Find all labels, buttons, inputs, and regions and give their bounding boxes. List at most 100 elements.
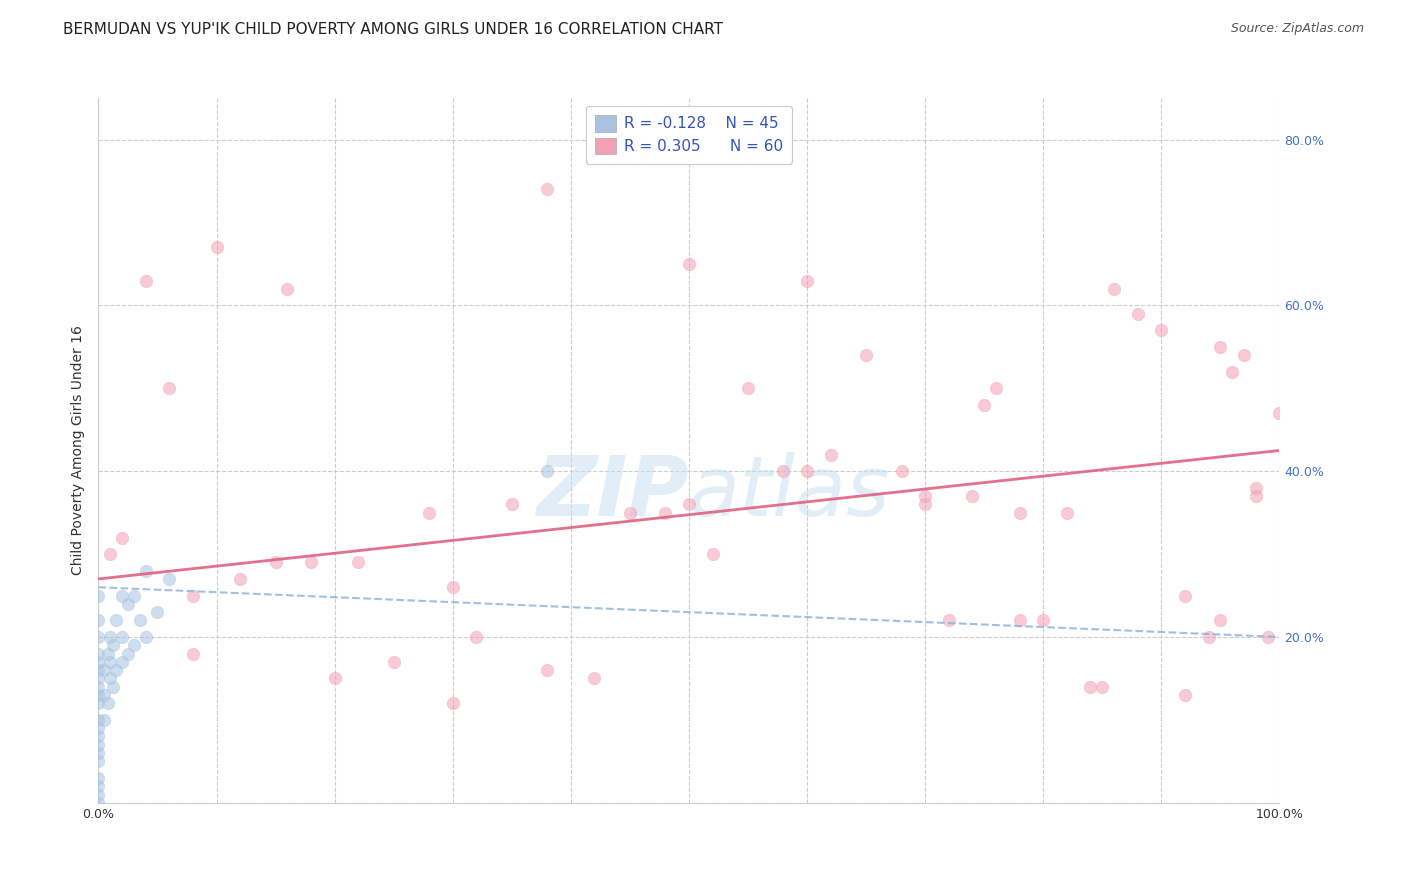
Point [87,614,110,628]
Point [855,348,877,362]
Point [87,663,110,677]
Legend: R = -0.128    N = 45, R = 0.305      N = 60: R = -0.128 N = 45, R = 0.305 N = 60 [586,106,792,163]
Point [1032,614,1054,628]
Point [105,663,128,677]
Point [111,531,134,545]
Point [205,240,228,254]
Point [87,630,110,644]
Point [87,771,110,785]
Point [1174,688,1197,702]
Point [101,680,124,694]
Point [98,655,121,669]
Point [111,630,134,644]
Point [93,688,115,702]
Point [97,647,120,661]
Point [1233,348,1256,362]
Point [583,672,606,686]
Point [1209,340,1232,354]
Point [135,630,157,644]
Point [1209,614,1232,628]
Point [1257,630,1279,644]
Point [146,605,169,619]
Point [619,506,641,520]
Point [299,555,322,569]
Point [984,381,1007,395]
Point [1220,365,1243,379]
Point [264,555,287,569]
Point [678,497,700,511]
Point [87,788,110,802]
Point [87,647,110,661]
Point [87,713,110,727]
Point [87,730,110,744]
Point [1126,307,1149,321]
Point [1244,489,1267,503]
Text: BERMUDAN VS YUP'IK CHILD POVERTY AMONG GIRLS UNDER 16 CORRELATION CHART: BERMUDAN VS YUP'IK CHILD POVERTY AMONG G… [63,22,723,37]
Point [87,796,110,810]
Point [796,273,818,287]
Point [98,672,121,686]
Point [418,506,440,520]
Point [678,257,700,271]
Point [1268,406,1291,420]
Point [87,738,110,752]
Point [87,746,110,760]
Point [98,630,121,644]
Point [128,614,150,628]
Point [276,282,298,296]
Point [87,672,110,686]
Point [1008,614,1031,628]
Point [181,589,204,603]
Point [122,589,145,603]
Point [1102,282,1125,296]
Point [87,680,110,694]
Point [97,696,120,710]
Point [1174,589,1197,603]
Point [87,688,110,702]
Point [536,182,558,196]
Text: ZIP: ZIP [536,452,689,533]
Point [87,779,110,793]
Point [87,696,110,710]
Point [441,580,464,594]
Point [501,497,523,511]
Text: atlas: atlas [689,452,890,533]
Point [157,381,180,395]
Point [772,464,794,478]
Y-axis label: Child Poverty Among Girls Under 16: Child Poverty Among Girls Under 16 [72,326,86,575]
Point [122,638,145,652]
Point [914,489,936,503]
Point [347,555,370,569]
Point [1150,323,1173,337]
Point [111,655,134,669]
Point [796,464,818,478]
Point [1244,481,1267,495]
Point [87,755,110,769]
Point [157,572,180,586]
Point [229,572,252,586]
Point [914,497,936,511]
Point [1091,680,1114,694]
Point [93,713,115,727]
Point [820,448,842,462]
Point [441,696,464,710]
Point [105,614,128,628]
Point [93,663,115,677]
Point [1056,506,1078,520]
Point [117,647,139,661]
Point [1198,630,1220,644]
Point [117,597,139,611]
Point [101,638,124,652]
Text: Source: ZipAtlas.com: Source: ZipAtlas.com [1230,22,1364,36]
Point [111,589,134,603]
Point [323,672,346,686]
Point [536,464,558,478]
Point [536,663,558,677]
Point [465,630,488,644]
Point [87,589,110,603]
Point [890,464,912,478]
Point [87,721,110,735]
Point [737,381,759,395]
Point [938,614,960,628]
Point [962,489,984,503]
